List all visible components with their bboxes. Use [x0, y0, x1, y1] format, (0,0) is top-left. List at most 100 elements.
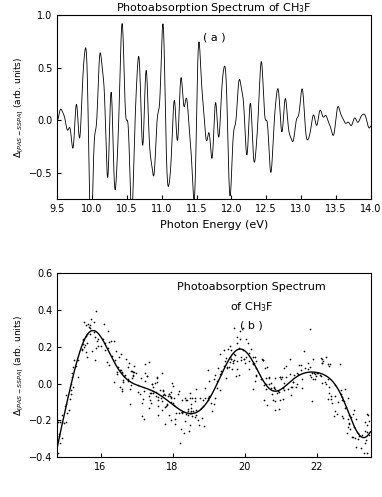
Point — [139, 412, 145, 420]
Point — [142, 377, 148, 385]
Point — [233, 365, 240, 373]
Point — [332, 392, 338, 400]
Point — [62, 401, 68, 409]
Point — [190, 407, 196, 415]
Point — [303, 364, 309, 372]
Point — [142, 360, 149, 368]
Point — [144, 372, 150, 380]
Point — [218, 367, 224, 375]
Point — [165, 392, 171, 400]
Point — [56, 432, 62, 440]
Point — [315, 369, 321, 377]
Point — [264, 363, 270, 371]
Point — [85, 320, 91, 328]
Point — [149, 387, 155, 395]
Point — [324, 380, 330, 388]
Point — [141, 415, 147, 423]
Point — [109, 352, 115, 360]
Point — [218, 370, 224, 378]
Point — [310, 375, 316, 383]
Point — [193, 406, 199, 414]
Point — [296, 361, 303, 369]
Point — [57, 439, 63, 447]
Point — [280, 395, 286, 403]
Point — [325, 383, 332, 391]
Point — [328, 392, 334, 400]
Point — [238, 353, 244, 361]
Point — [339, 396, 345, 404]
Point — [200, 402, 206, 410]
Point — [146, 392, 152, 400]
Point — [278, 375, 285, 383]
Point — [102, 346, 108, 354]
Point — [123, 355, 129, 363]
Point — [166, 411, 172, 419]
Point — [346, 425, 353, 433]
Point — [311, 369, 317, 377]
Point — [187, 421, 193, 429]
Point — [154, 373, 160, 381]
Point — [138, 374, 144, 382]
Point — [323, 353, 329, 361]
Point — [307, 371, 313, 379]
Point — [150, 383, 156, 391]
Point — [253, 357, 259, 365]
Point — [329, 399, 335, 407]
Point — [206, 394, 212, 402]
Point — [345, 394, 351, 402]
Point — [152, 388, 159, 396]
Point — [285, 385, 291, 393]
Point — [327, 360, 333, 368]
Point — [268, 384, 274, 392]
Point — [92, 356, 99, 364]
Point — [259, 355, 265, 363]
Point — [159, 369, 165, 377]
Point — [339, 393, 345, 401]
Point — [197, 404, 204, 412]
Point — [329, 395, 335, 403]
Point — [150, 389, 156, 397]
Point — [276, 388, 282, 396]
Point — [261, 381, 267, 389]
Point — [112, 356, 118, 364]
Point — [118, 350, 125, 358]
Point — [271, 384, 277, 392]
Point — [80, 335, 86, 343]
Point — [235, 371, 241, 379]
Point — [319, 359, 325, 367]
Point — [153, 392, 159, 400]
Point — [320, 357, 327, 365]
Point — [179, 409, 185, 416]
Point — [105, 344, 111, 352]
Point — [106, 361, 112, 369]
Point — [212, 371, 218, 379]
Point — [162, 392, 168, 400]
Point — [314, 369, 320, 377]
Point — [114, 368, 120, 376]
Point — [317, 371, 323, 379]
Point — [161, 391, 167, 399]
Point — [125, 375, 131, 383]
Point — [162, 420, 168, 428]
Point — [179, 408, 185, 416]
Point — [353, 415, 359, 423]
Point — [70, 363, 76, 371]
Point — [234, 333, 240, 341]
Point — [108, 337, 114, 345]
Point — [346, 418, 352, 426]
Point — [188, 407, 194, 414]
Text: Photoabsorption Spectrum: Photoabsorption Spectrum — [177, 282, 326, 292]
Point — [272, 398, 278, 406]
Point — [293, 383, 299, 391]
Point — [309, 397, 315, 405]
Point — [319, 355, 325, 363]
Point — [236, 335, 243, 343]
Point — [364, 421, 370, 429]
Point — [177, 439, 183, 447]
Point — [361, 449, 367, 457]
Point — [186, 410, 193, 417]
Point — [222, 357, 228, 365]
Point — [56, 430, 62, 438]
Point — [260, 356, 266, 364]
Point — [304, 365, 311, 373]
